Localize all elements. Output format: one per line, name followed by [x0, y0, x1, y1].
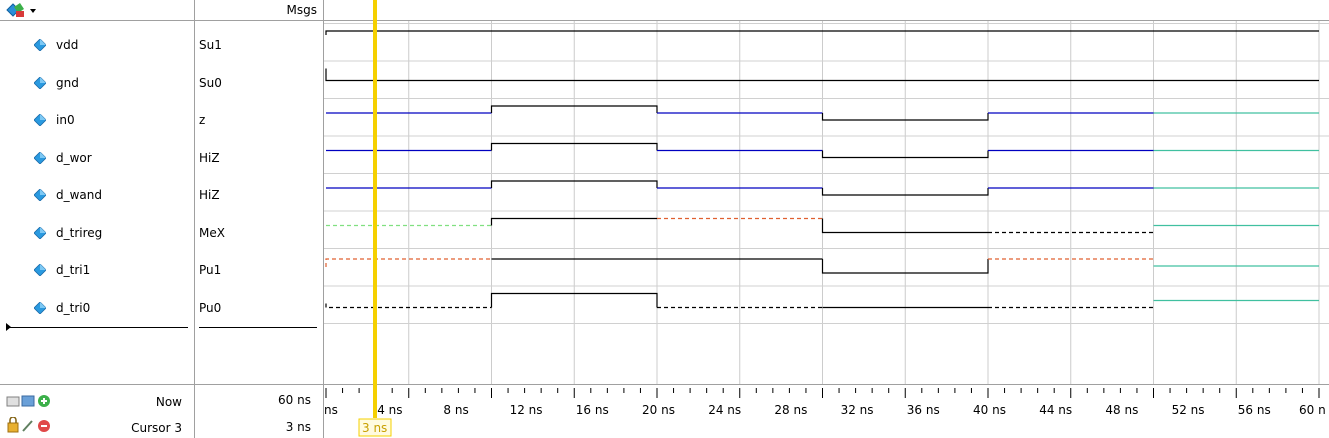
signal-row-d_tri0[interactable]: d_tri0	[0, 290, 194, 328]
signal-name: gnd	[56, 75, 79, 90]
now-label: Now	[155, 395, 182, 409]
signal-name: d_wor	[56, 150, 92, 165]
signal-value: Pu0	[199, 300, 222, 315]
ruler-label: 28 ns	[774, 403, 807, 417]
ruler-label: 52 ns	[1172, 403, 1205, 417]
wave-tool-icon[interactable]	[4, 1, 44, 19]
ruler-label: 24 ns	[708, 403, 741, 417]
now-value: 60 ns	[278, 393, 311, 407]
signal-waves	[325, 30, 1319, 309]
signal-diamond-icon	[34, 264, 46, 276]
time-ruler: ns 4 ns 8 ns 12 ns 16 ns 20 ns 24 ns 28 ns 32 ns…	[324, 388, 1326, 417]
ruler-label: 56 ns	[1238, 403, 1271, 417]
signal-name: in0	[56, 113, 75, 127]
cursor-time-box[interactable]	[358, 418, 392, 437]
signal-value: Pu1	[199, 263, 222, 277]
signal-diamond-icon	[34, 301, 46, 314]
msgs-label: Msgs	[286, 3, 317, 17]
signal-value-vdd: Su1	[195, 27, 323, 65]
wave-d_tri0	[325, 303, 492, 309]
cursor-label: Cursor 3	[131, 421, 182, 435]
wave-d_tri1	[325, 258, 492, 267]
wave-in0	[821, 113, 989, 121]
ruler-label: 44 ns	[1039, 403, 1072, 417]
wave-vdd	[325, 30, 1319, 35]
ruler-label: 60 n	[1299, 403, 1326, 417]
expand-arrow-icon[interactable]	[6, 323, 11, 331]
signal-value-in0: z	[195, 102, 323, 140]
wave-d_trireg	[821, 218, 988, 234]
now-toolbar-icons[interactable]	[6, 393, 66, 411]
signal-value-d_trireg: MeX	[195, 215, 323, 253]
ruler-label: 12 ns	[510, 403, 543, 417]
ruler-label: 36 ns	[907, 403, 940, 417]
ruler-label: ns	[324, 403, 338, 417]
wave-d_tri1	[821, 259, 989, 274]
signal-diamond-icon	[34, 76, 46, 89]
names-divider	[8, 327, 188, 328]
signal-value: MeX	[199, 225, 225, 240]
signal-name: d_wand	[56, 188, 103, 202]
wave-d_wand	[821, 188, 989, 196]
cursor-toolbar-icons[interactable]	[6, 417, 66, 435]
signal-value: HiZ	[199, 188, 220, 202]
signal-diamond-icon	[34, 39, 46, 51]
wave-d_wand	[490, 180, 658, 188]
values-divider	[199, 327, 317, 328]
signal-row-d_tri1[interactable]: d_tri1	[0, 252, 194, 290]
signal-name: d_tri0	[56, 300, 91, 315]
names-header	[0, 0, 194, 21]
signal-name: d_tri1	[56, 263, 91, 277]
wave-in0	[490, 105, 658, 113]
signal-row-d_wand[interactable]: d_wand	[0, 177, 194, 215]
waveform-canvas[interactable]: ns 4 ns 8 ns 12 ns 16 ns 20 ns 24 ns 28 ns 32 ns…	[324, 0, 1329, 438]
signal-value: Su1	[199, 38, 222, 52]
grid-lines	[324, 21, 1329, 384]
signal-names-pane: vdd gnd in0 d_wor d_wand d_trireg d_tri1 d_tri0…	[0, 0, 195, 438]
signal-value: Su0	[199, 75, 222, 90]
ruler-label: 32 ns	[841, 403, 874, 417]
signal-row-gnd[interactable]: gnd	[0, 65, 194, 103]
wave-d_wor	[821, 150, 989, 159]
values-header: Msgs	[195, 0, 323, 21]
ruler-label: 48 ns	[1105, 403, 1138, 417]
ruler-label: 4 ns	[377, 403, 402, 417]
signal-values-pane: Msgs Su1 Su0 z HiZ HiZ MeX Pu1 Pu0 60 ns 3 ns	[195, 0, 324, 438]
wave-d_tri0	[490, 292, 658, 308]
wave-d_trireg	[490, 217, 657, 226]
ruler-label: 20 ns	[642, 403, 675, 417]
ruler-label: 16 ns	[576, 403, 609, 417]
signal-value: z	[199, 113, 206, 127]
signal-diamond-icon	[34, 226, 46, 239]
signal-value-d_wand: HiZ	[195, 177, 323, 215]
signal-row-in0[interactable]: in0	[0, 102, 194, 140]
signal-value-d_wor: HiZ	[195, 140, 323, 178]
signal-row-vdd[interactable]: vdd	[0, 27, 194, 65]
values-footer	[195, 384, 323, 385]
signal-value-d_tri0: Pu0	[195, 290, 323, 328]
signal-value-d_tri1: Pu1	[195, 252, 323, 290]
signal-diamond-icon	[34, 151, 46, 164]
waveform-pane[interactable]: ns 4 ns 8 ns 12 ns 16 ns 20 ns 24 ns 28 ns 32 ns…	[324, 0, 1329, 438]
signal-diamond-icon	[34, 189, 46, 201]
signal-diamond-icon	[34, 114, 46, 126]
wave-gnd	[325, 68, 1319, 82]
ruler-label: 40 ns	[973, 403, 1006, 417]
ruler-label: 8 ns	[443, 403, 468, 417]
signal-value: HiZ	[199, 150, 220, 165]
signal-value-gnd: Su0	[195, 65, 323, 103]
names-footer: Now Cursor 3	[0, 384, 194, 435]
wave-d_wor	[490, 142, 658, 151]
signal-name: vdd	[56, 38, 79, 52]
signal-row-d_trireg[interactable]: d_trireg	[0, 215, 194, 253]
cursor-line[interactable]	[373, 0, 377, 418]
signal-row-d_wor[interactable]: d_wor	[0, 140, 194, 178]
cursor-time-label: 3 ns	[362, 421, 387, 435]
signal-name: d_trireg	[56, 225, 103, 240]
cursor-value: 3 ns	[285, 420, 311, 434]
